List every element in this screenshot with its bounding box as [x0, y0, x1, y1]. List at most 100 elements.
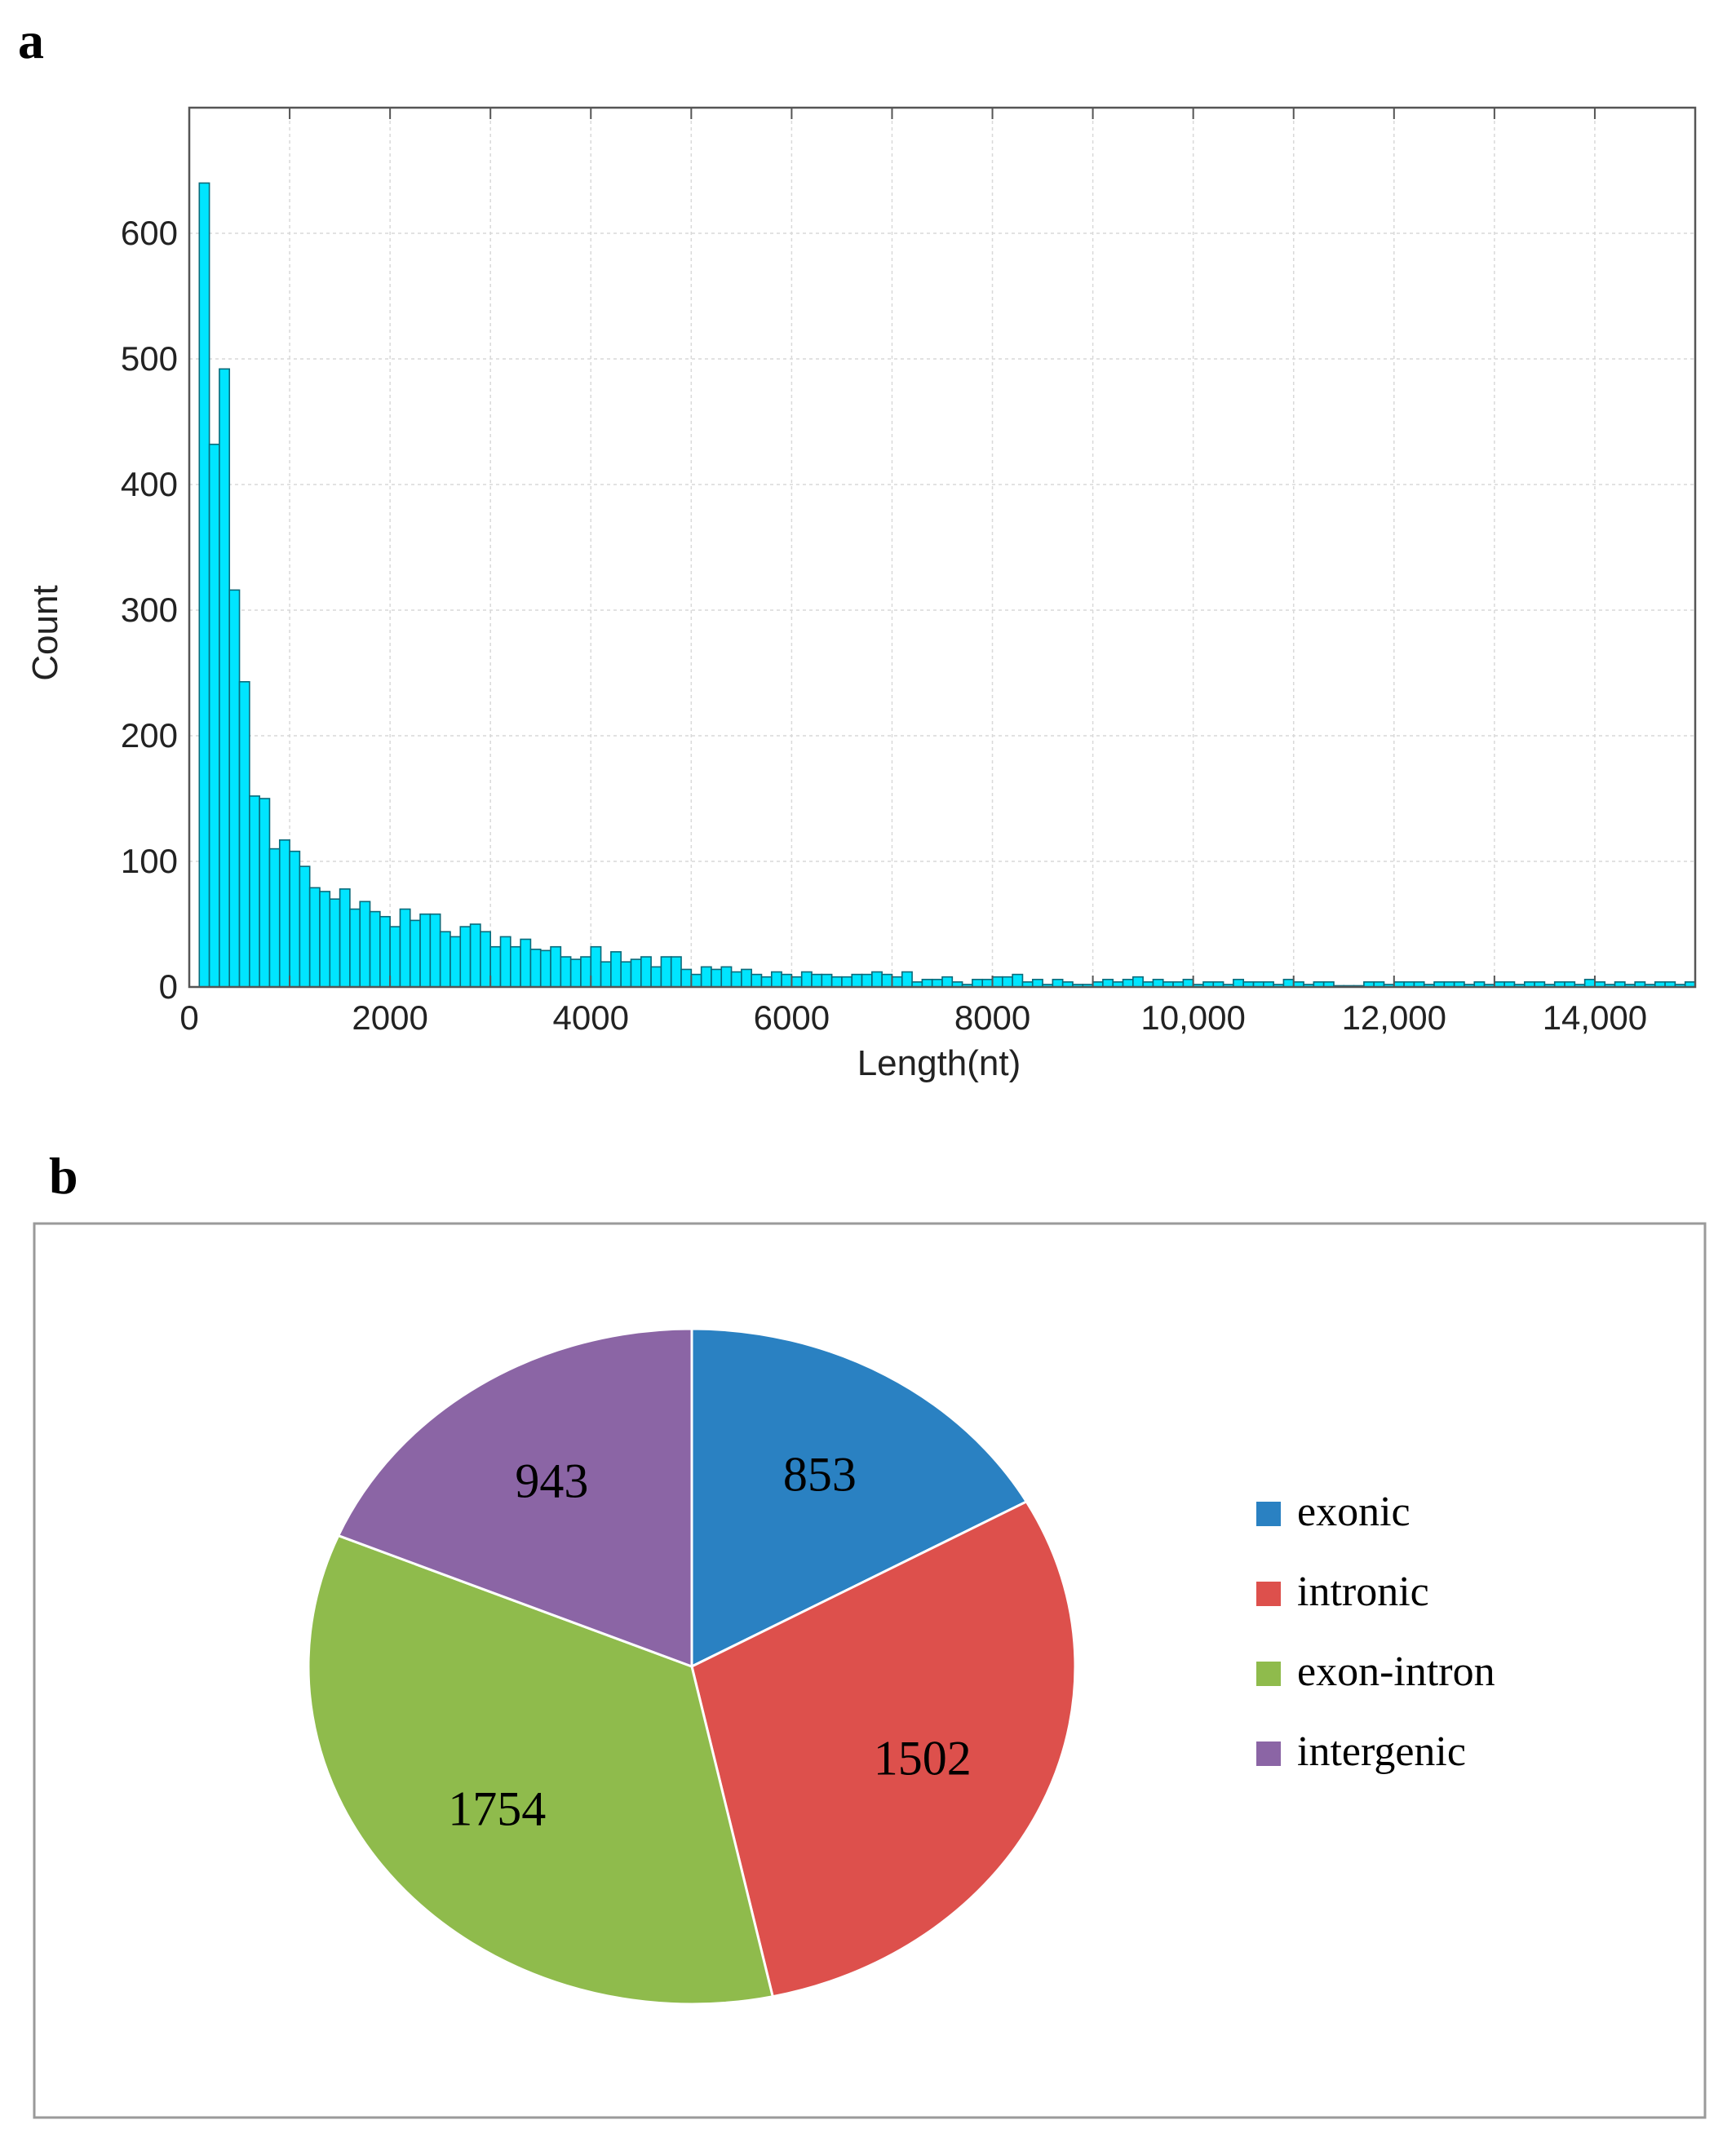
bars [198, 182, 1696, 988]
histogram-bar [1182, 978, 1194, 988]
histogram-bar [319, 891, 331, 988]
pie-slice-exonic [690, 1327, 1029, 1669]
histogram-bar [219, 368, 231, 988]
histogram-bar [1002, 976, 1013, 988]
histogram-bar [871, 971, 883, 988]
legend: exonic intronic exon-intron intergenic [1256, 1489, 1495, 1775]
histogram-bar [630, 958, 642, 988]
histogram-bar [308, 887, 321, 988]
histogram-bar [1102, 978, 1114, 988]
x-tick-label: 10,000 [1140, 998, 1245, 1037]
histogram-bar [891, 976, 903, 988]
histogram-bar [489, 945, 502, 988]
histogram-bar [830, 976, 843, 988]
histogram-bar [329, 898, 341, 988]
histogram-bar [580, 956, 592, 988]
histogram-bar [480, 931, 491, 988]
histogram-bar [1012, 973, 1024, 988]
legend-label-intergenic: intergenic [1297, 1728, 1466, 1775]
histogram-bar [499, 936, 512, 988]
legend-label-intronic: intronic [1297, 1569, 1429, 1615]
pie-label-exonic: 853 [783, 1447, 857, 1501]
y-tick-label: 300 [121, 591, 178, 629]
histogram-bar [861, 973, 873, 988]
histogram-bar [921, 978, 933, 988]
histogram-bar [821, 973, 833, 988]
histogram-bar [1031, 978, 1043, 988]
histogram-bar [700, 966, 712, 988]
plot-frame [188, 106, 1697, 989]
legend-swatch-exonic [1256, 1502, 1281, 1526]
x-tick-label: 12,000 [1342, 998, 1446, 1037]
histogram-bar [941, 976, 954, 988]
histogram-bar [238, 680, 250, 988]
pie-slice-intergenic [336, 1327, 693, 1669]
legend-swatch-intergenic [1256, 1741, 1281, 1766]
histogram-bar [901, 971, 913, 988]
histogram-bar [991, 976, 1003, 988]
x-tick-label: 8000 [954, 998, 1030, 1037]
histogram-bar [730, 971, 742, 988]
histogram-bar [811, 973, 823, 988]
histogram-bar [1233, 978, 1244, 988]
histogram-bar [1152, 978, 1164, 988]
histogram-bar [781, 973, 793, 988]
histogram-bar [550, 945, 562, 988]
histogram-bar [349, 908, 361, 988]
histogram-bar [660, 956, 672, 988]
panel-a-label: a [18, 11, 44, 69]
histogram-bar [680, 968, 693, 988]
histogram-bar [409, 919, 421, 988]
y-tick-label: 400 [121, 465, 178, 503]
y-tick-label: 100 [121, 842, 178, 880]
histogram-bar [299, 865, 311, 988]
histogram-bar [439, 931, 451, 988]
histogram-bar [469, 923, 481, 988]
histogram-bar [1052, 978, 1064, 988]
histogram-bar [289, 850, 301, 988]
histogram-bar [259, 798, 271, 988]
histogram-bar [339, 888, 351, 988]
histogram-bar [1132, 976, 1144, 988]
y-tick-label: 200 [121, 716, 178, 755]
legend-label-exon-intron: exon-intron [1297, 1649, 1495, 1695]
y-tick-label: 0 [159, 967, 178, 1006]
x-tick-label: 4000 [553, 998, 629, 1037]
histogram-bar [560, 956, 572, 988]
histogram-bar [389, 926, 401, 988]
x-tick-label: 14,000 [1543, 998, 1647, 1037]
histogram-bar [379, 915, 391, 988]
histogram-bar [800, 971, 813, 988]
histogram-bar [369, 910, 381, 988]
histogram-chart: 0 2000 4000 6000 8000 10,000 12,000 14,000 0 100 2… [25, 106, 1697, 1083]
histogram-bar [972, 978, 984, 988]
histogram-bar [399, 908, 411, 988]
histogram-bar [670, 956, 682, 988]
histogram-bar [268, 848, 281, 988]
histogram-bar [278, 839, 290, 988]
panel-b-label: b [49, 1147, 78, 1205]
y-axis-title: Count [25, 585, 65, 680]
histogram-bar [881, 973, 893, 988]
histogram-bar [529, 949, 542, 988]
x-tick-label: 0 [179, 998, 198, 1037]
histogram-bar [720, 966, 733, 988]
histogram-bar [711, 968, 723, 988]
histogram-bar [981, 978, 994, 988]
histogram-bar [450, 936, 462, 988]
histogram-bar [459, 926, 472, 988]
legend-label-exonic: exonic [1297, 1489, 1410, 1535]
histogram-bar [359, 901, 371, 988]
histogram-bar [569, 958, 582, 988]
x-axis-title: Length(nt) [857, 1043, 1021, 1083]
grid [189, 108, 1695, 987]
pie-chart: 853 1502 1754 943 exonic intronic exon-intron i… [33, 1222, 1707, 2119]
x-tick-label: 2000 [352, 998, 427, 1037]
histogram-bar [751, 973, 763, 988]
histogram-bar [620, 961, 632, 988]
histogram-bar [770, 971, 782, 988]
y-tick-label: 500 [121, 339, 178, 378]
pie-slice-exon-intron [307, 1533, 775, 2006]
pie-label-intergenic: 943 [515, 1454, 588, 1507]
histogram-bar [208, 443, 220, 988]
